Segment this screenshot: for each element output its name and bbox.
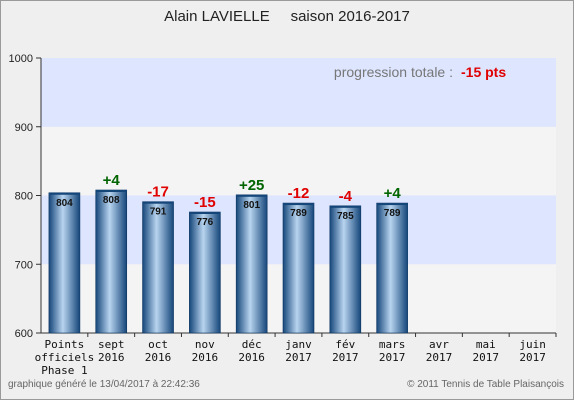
bar-value-label: 789 [384,208,401,219]
progression-label: progression totale : [334,64,453,80]
x-tick-label: déc [242,338,262,351]
bar-cap [189,212,221,214]
plot-band [41,126,556,196]
x-tick-label: sept [98,338,125,351]
bar-value-label: 808 [103,195,120,206]
bar-value-label: 776 [197,217,214,228]
x-tick-label: 2017 [332,351,359,364]
bar [189,211,221,334]
bar-value-label: 801 [243,200,260,211]
x-tick-label: 2017 [473,351,500,364]
bar [329,205,362,334]
y-tick-label: 700 [15,259,33,271]
bar [376,202,408,334]
chart-title: Alain LAVIELLE saison 2016-2017 [164,8,410,25]
change-label: -17 [147,184,169,201]
bar-value-label: 804 [56,198,73,209]
bar [235,194,268,334]
x-tick-label: mai [476,338,496,351]
x-tick-label: janv [285,338,312,351]
bar-cap [236,194,268,197]
bar-cap [142,201,174,204]
change-label: -4 [339,188,353,205]
x-tick-label: officiels [35,351,95,364]
y-tick-label: 1000 [9,53,33,65]
bar [142,201,174,334]
x-tick-label: 2016 [192,351,219,364]
x-tick-label: oct [148,338,168,351]
generated-timestamp: graphique généré le 13/04/2017 à 22:42:3… [8,379,200,390]
x-tick-label: 2017 [285,351,312,364]
bar-cap [376,203,408,206]
bar-value-label: 785 [337,211,354,222]
bar-cap [95,190,127,192]
progression-value: -15 pts [461,64,506,80]
copyright-notice: © 2011 Tennis de Table Plaisançois [407,379,564,390]
x-tick-label: 2016 [238,351,265,364]
change-label: +4 [384,185,402,202]
bar-cap [329,205,361,208]
bar [48,192,81,334]
change-label: +4 [103,172,121,189]
x-tick-label: avr [429,338,449,351]
y-tick-label: 600 [15,328,33,340]
bar-value-label: 791 [150,207,167,218]
bar-cap [283,203,314,206]
x-tick-label: Points [45,338,85,351]
x-tick-label: 2017 [426,351,453,364]
y-tick-label: 900 [15,122,33,134]
x-tick-label: fév [335,338,355,351]
plot-band [41,58,556,127]
change-label: +25 [239,177,264,194]
x-tick-label: 2016 [145,351,172,364]
y-tick-label: 800 [15,191,33,203]
bar [95,189,128,334]
bar-cap [48,192,80,195]
x-tick-label: 2017 [519,351,546,364]
x-tick-label: mars [379,338,406,351]
bar [282,202,315,334]
x-tick-label: 2017 [379,351,406,364]
change-label: -15 [194,194,216,211]
x-tick-label: Phase 1 [41,364,87,377]
bar-value-label: 789 [290,208,307,219]
change-label: -12 [288,185,310,202]
x-tick-label: nov [195,338,215,351]
x-tick-label: juin [519,338,546,351]
x-tick-label: 2016 [98,351,125,364]
